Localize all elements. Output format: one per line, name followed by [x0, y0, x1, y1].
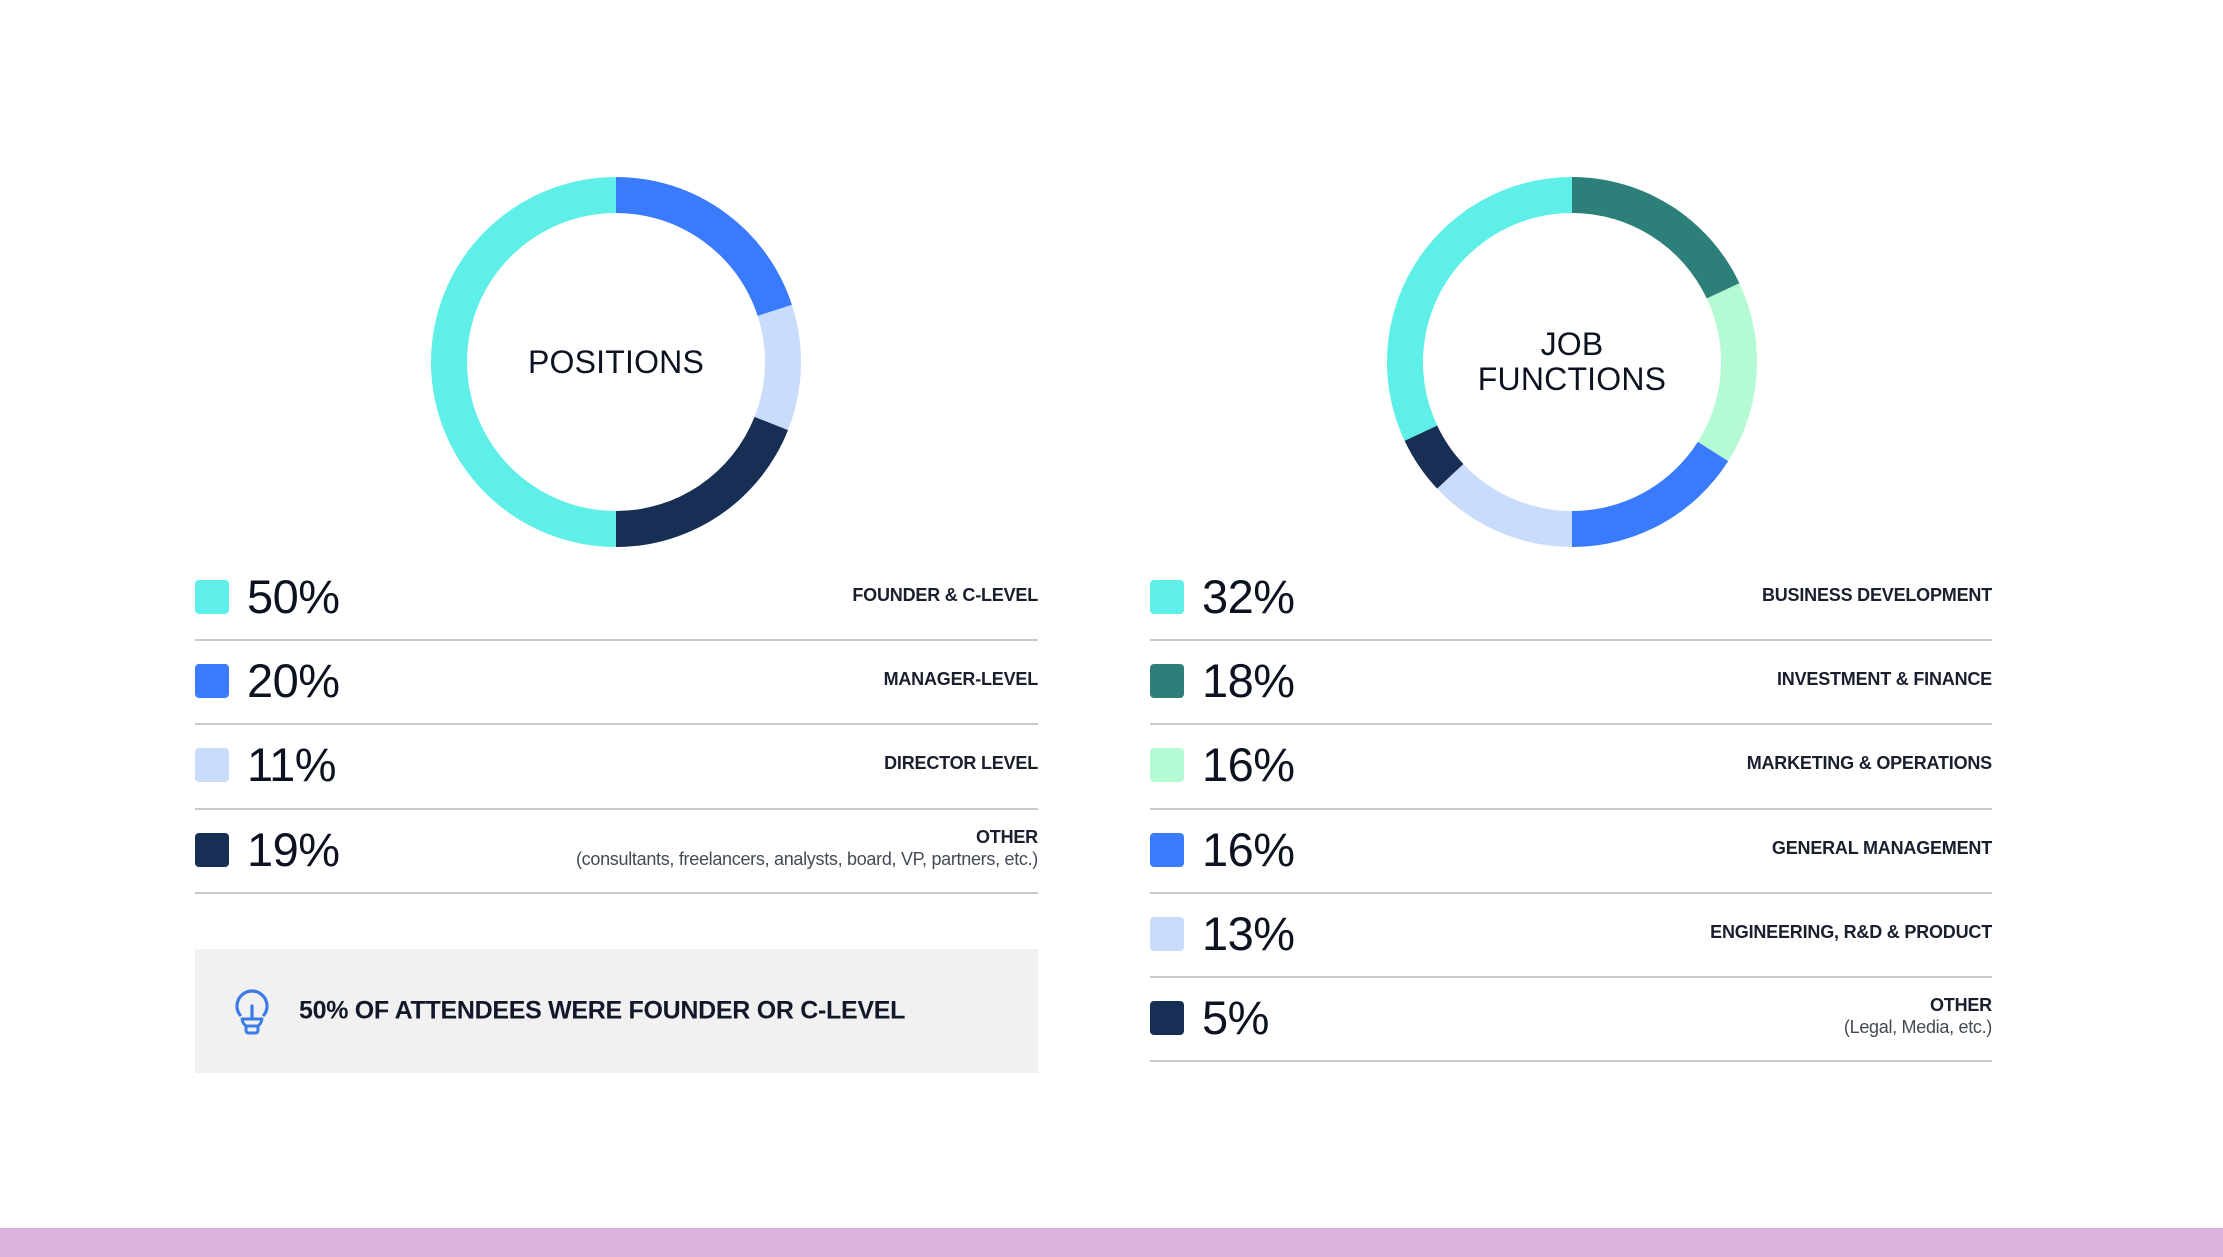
callout-text: 50% OF ATTENDEES WERE FOUNDER OR C-LEVEL: [299, 996, 906, 1025]
legend-label: OTHER: [975, 826, 1038, 847]
positions-donut-svg: [431, 177, 801, 547]
legend-label-group: MARKETING & OPERATIONS: [1747, 752, 1992, 774]
color-swatch: [195, 748, 229, 783]
color-swatch: [195, 664, 229, 699]
positions-chart-title: POSITIONS: [527, 343, 705, 380]
legend-label-group: INVESTMENT & FINANCE: [1777, 668, 1992, 690]
legend-label-group: ENGINEERING, R&D & PRODUCT: [1710, 921, 1992, 943]
legend-label: FOUNDER & C-LEVEL: [852, 585, 1038, 606]
legend-label: BUSINESS DEVELOPMENT: [1761, 585, 1992, 606]
positions-legend: 50% FOUNDER & C-LEVEL 20% MANAGER-LEVEL …: [195, 557, 1038, 894]
color-swatch: [1150, 580, 1184, 615]
lightbulb-icon: [235, 989, 269, 1035]
donut-segment: [1572, 177, 1740, 299]
legend-label-group: OTHER (Legal, Media, etc.): [1844, 994, 1992, 1038]
percentage-value: 18%: [1202, 654, 1295, 708]
legend-row: 50% FOUNDER & C-LEVEL: [195, 557, 1038, 642]
legend-row: 32% BUSINESS DEVELOPMENT: [1150, 557, 1992, 642]
percentage-value: 5%: [1202, 991, 1269, 1045]
legend-label-group: DIRECTOR LEVEL: [884, 752, 1038, 774]
donut-segment: [1572, 441, 1729, 547]
insight-callout: 50% OF ATTENDEES WERE FOUNDER OR C-LEVEL: [195, 949, 1038, 1073]
legend-row: 11% DIRECTOR LEVEL: [195, 725, 1038, 810]
color-swatch: [1150, 916, 1184, 951]
donut-segment: [754, 304, 801, 431]
legend-label: MANAGER-LEVEL: [883, 669, 1039, 690]
legend-label: INVESTMENT & FINANCE: [1776, 669, 1992, 690]
percentage-value: 13%: [1202, 906, 1295, 960]
percentage-value: 11%: [247, 738, 337, 792]
color-swatch: [1150, 832, 1184, 867]
job-functions-chart-title: JOB FUNCTIONS: [1477, 326, 1667, 397]
legend-label-group: BUSINESS DEVELOPMENT: [1762, 584, 1992, 606]
legend-label-group: GENERAL MANAGEMENT: [1772, 837, 1992, 859]
legend-label: MARKETING & OPERATIONS: [1746, 753, 1992, 774]
color-swatch: [1150, 664, 1184, 699]
donut-segment: [1437, 463, 1572, 547]
legend-sublabel: (consultants, freelancers, analysts, boa…: [575, 848, 1038, 869]
legend-label: ENGINEERING, R&D & PRODUCT: [1710, 921, 1992, 942]
legend-label: OTHER: [1929, 995, 1992, 1016]
legend-label: DIRECTOR LEVEL: [884, 753, 1038, 774]
legend-row: 5% OTHER (Legal, Media, etc.): [1150, 978, 1992, 1063]
color-swatch: [195, 832, 229, 867]
footer-accent-bar: [0, 1228, 2223, 1257]
job-functions-donut-chart: JOB FUNCTIONS: [1382, 172, 1762, 552]
color-swatch: [1150, 1001, 1184, 1036]
percentage-value: 19%: [247, 822, 340, 876]
donut-segment: [1387, 177, 1572, 441]
legend-row: 16% MARKETING & OPERATIONS: [1150, 725, 1992, 810]
legend-row: 19% OTHER (consultants, freelancers, ana…: [195, 810, 1038, 894]
legend-row: 20% MANAGER-LEVEL: [195, 641, 1039, 726]
job-functions-legend: 32% BUSINESS DEVELOPMENT 18% INVESTMENT …: [1150, 557, 1992, 1063]
percentage-value: 50%: [247, 570, 340, 624]
color-swatch: [1150, 748, 1184, 783]
percentage-value: 16%: [1202, 822, 1295, 876]
percentage-value: 20%: [247, 654, 340, 708]
legend-row: 18% INVESTMENT & FINANCE: [1150, 641, 1992, 726]
legend-label-group: FOUNDER & C-LEVEL: [852, 584, 1038, 606]
legend-row: 16% GENERAL MANAGEMENT: [1150, 810, 1992, 894]
job-functions-donut-svg: [1387, 177, 1757, 547]
donut-segment: [1697, 283, 1757, 462]
legend-label-group: OTHER (consultants, freelancers, analyst…: [576, 826, 1038, 870]
percentage-value: 16%: [1202, 738, 1295, 792]
donut-segment: [616, 177, 792, 316]
donut-segment: [616, 416, 789, 547]
percentage-value: 32%: [1202, 570, 1295, 624]
positions-donut-chart: POSITIONS: [426, 172, 806, 552]
legend-label: GENERAL MANAGEMENT: [1771, 837, 1992, 858]
donut-segment: [1404, 425, 1464, 489]
donut-segment: [431, 177, 616, 547]
color-swatch: [195, 580, 229, 615]
legend-sublabel: (Legal, Media, etc.): [1843, 1017, 1992, 1038]
legend-label-group: MANAGER-LEVEL: [883, 668, 1039, 690]
legend-row: 13% ENGINEERING, R&D & PRODUCT: [1150, 894, 1992, 978]
